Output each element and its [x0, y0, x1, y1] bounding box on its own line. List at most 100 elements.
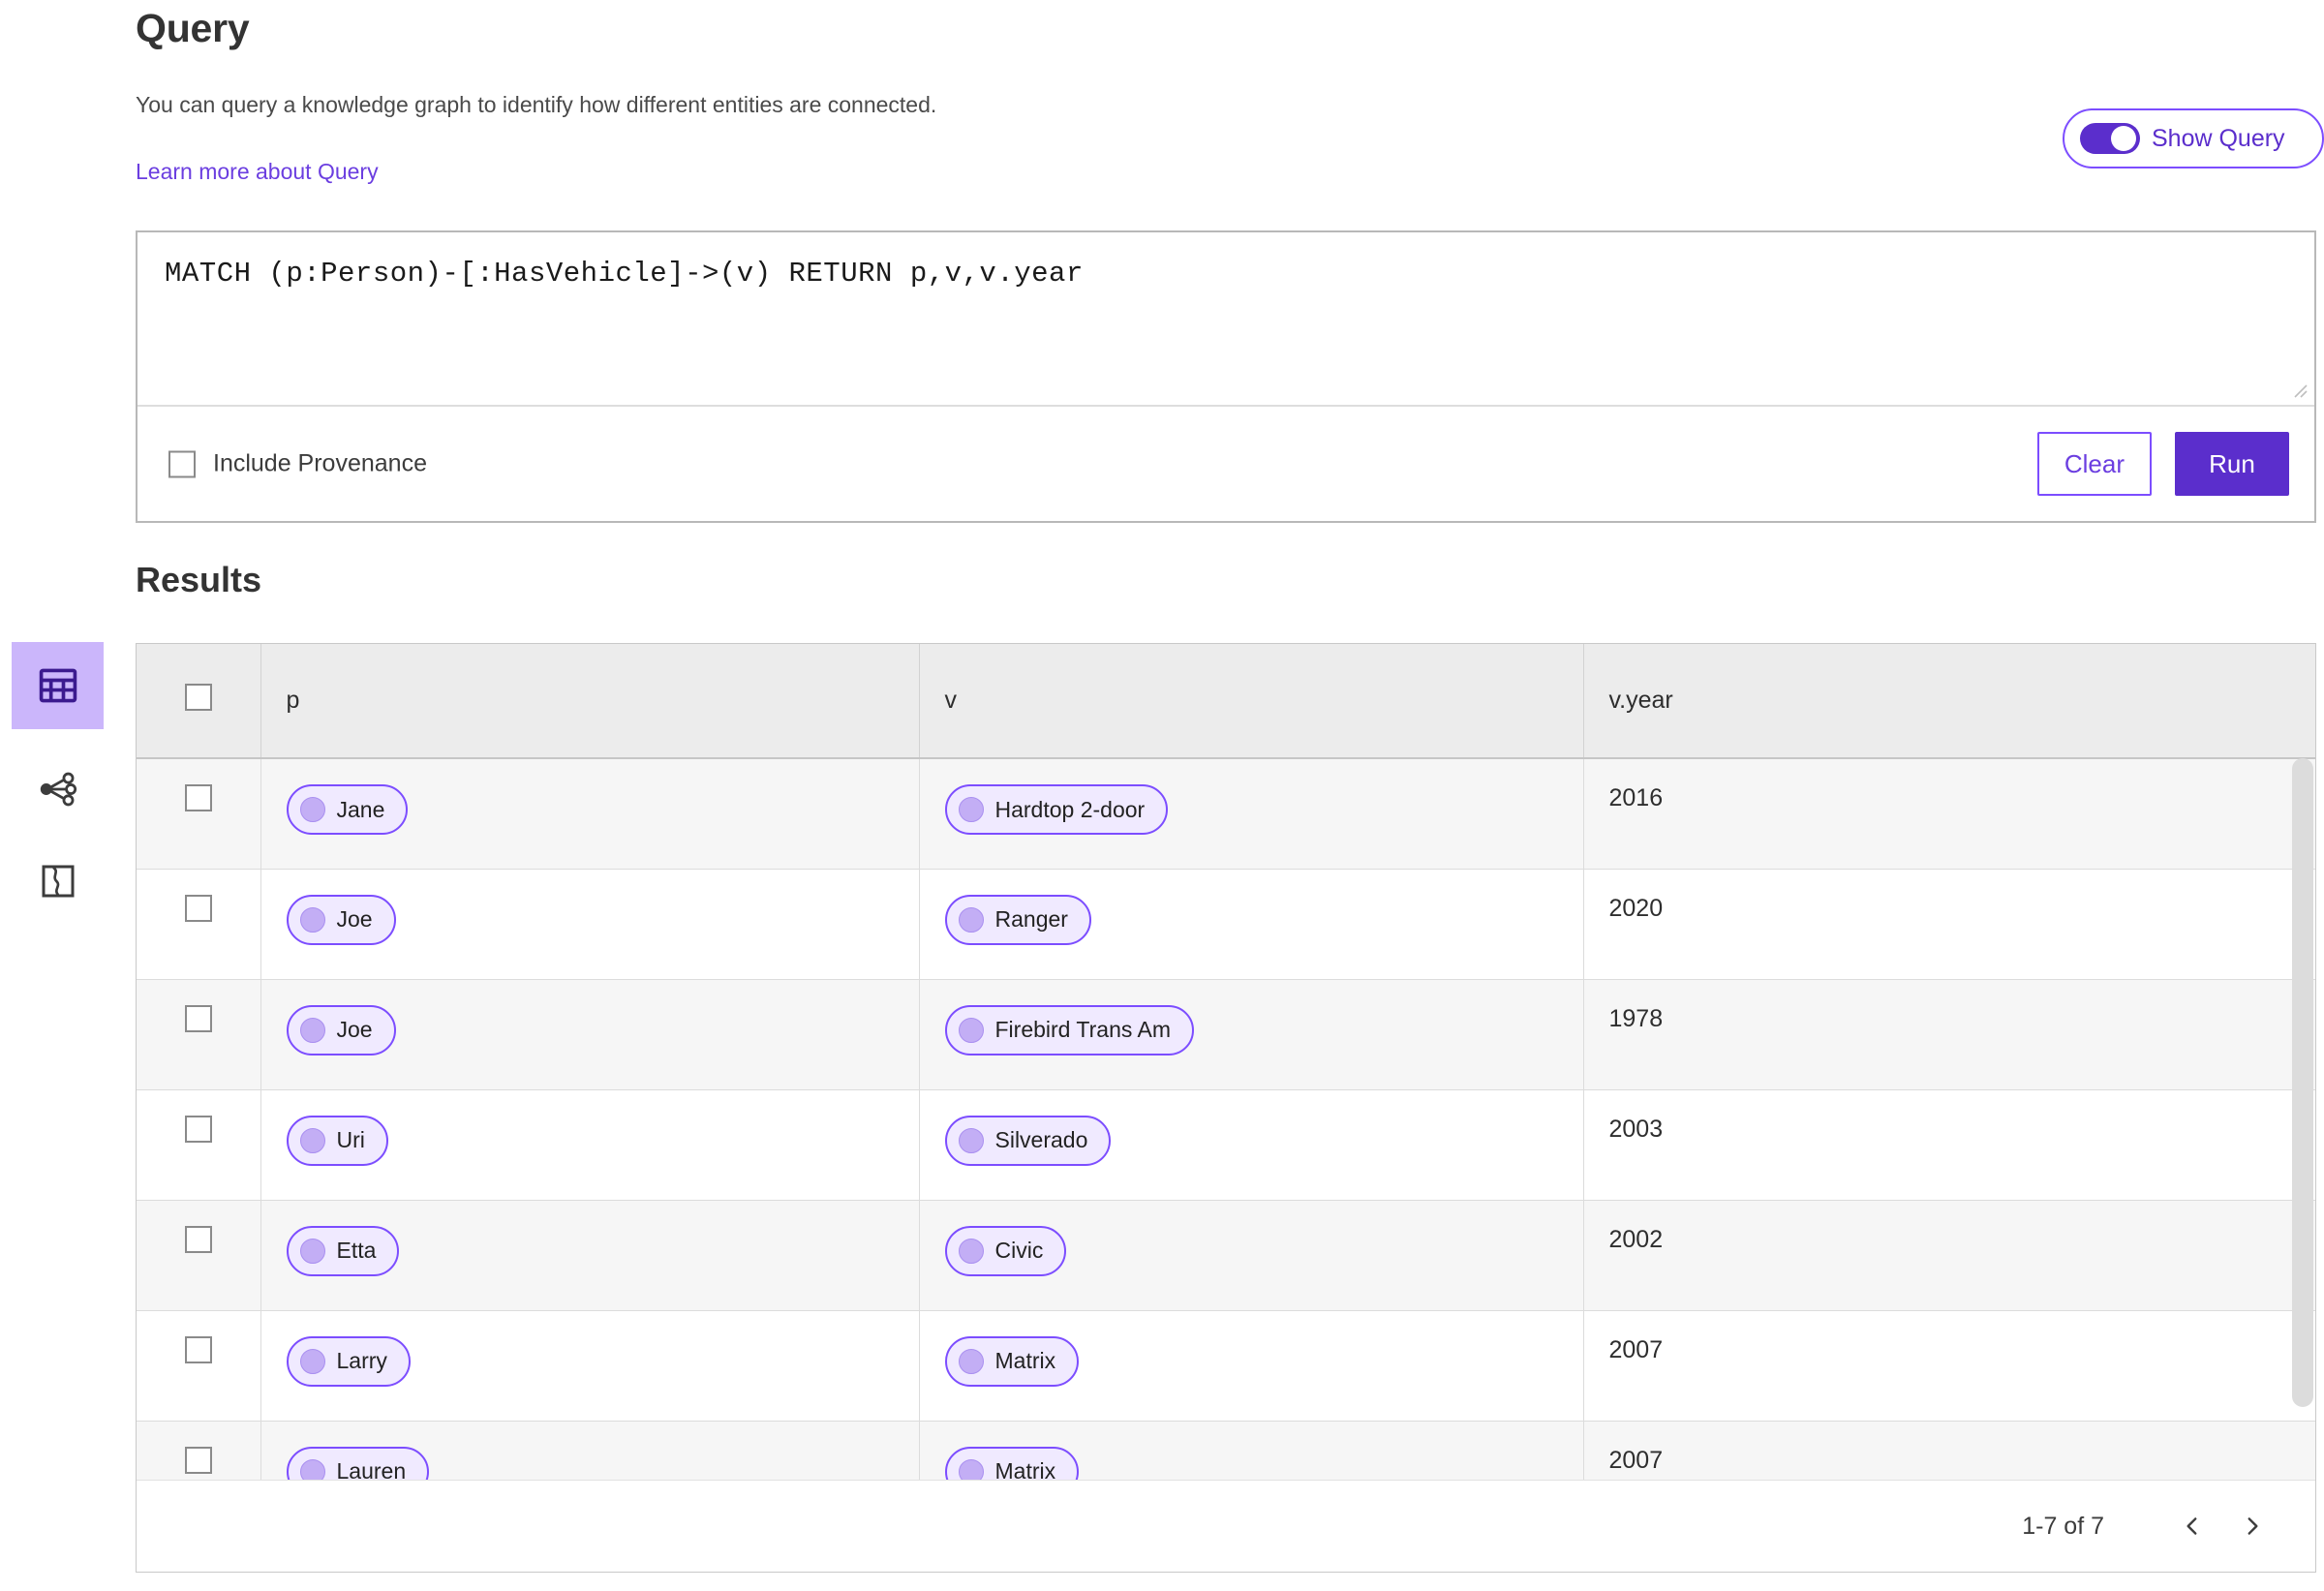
- row-checkbox[interactable]: [184, 1115, 212, 1143]
- cell-v-year: 2016: [1583, 758, 2315, 870]
- entity-chip[interactable]: Uri: [286, 1115, 388, 1166]
- table-row[interactable]: Joe Firebird Trans Am 1978: [137, 979, 2315, 1090]
- checkbox-box-icon[interactable]: [168, 450, 196, 477]
- clear-button[interactable]: Clear: [2036, 432, 2152, 496]
- entity-chip[interactable]: Firebird Trans Am: [944, 1004, 1194, 1056]
- row-checkbox[interactable]: [184, 894, 212, 922]
- row-checkbox[interactable]: [184, 1335, 212, 1363]
- scrollbar-thumb[interactable]: [2292, 758, 2313, 1407]
- row-select-cell[interactable]: [137, 1421, 261, 1482]
- page-subtitle: You can query a knowledge graph to ident…: [136, 92, 937, 117]
- entity-chip-label: Larry: [336, 1348, 387, 1373]
- cell-p: Uri: [260, 1089, 920, 1201]
- table-row[interactable]: Jane Hardtop 2-door 2016: [137, 758, 2315, 870]
- row-checkbox[interactable]: [184, 1446, 212, 1474]
- rail-item-table-view[interactable]: [12, 642, 104, 729]
- select-all-checkbox[interactable]: [184, 684, 212, 711]
- entity-chip[interactable]: Jane: [286, 784, 409, 835]
- entity-chip[interactable]: Civic: [944, 1225, 1067, 1276]
- show-query-toggle-label: Show Query: [2152, 124, 2285, 152]
- view-mode-rail: [0, 0, 136, 1591]
- select-all-header[interactable]: [137, 644, 261, 759]
- column-header-v-year[interactable]: v.year: [1583, 644, 2315, 759]
- row-select-cell[interactable]: [137, 758, 261, 870]
- resize-grip-icon[interactable]: [2287, 378, 2309, 399]
- row-select-cell[interactable]: [137, 1089, 261, 1201]
- table-vertical-scrollbar[interactable]: [2292, 758, 2313, 1480]
- toggle-switch[interactable]: [2080, 123, 2140, 154]
- cell-v: Matrix: [919, 1421, 1584, 1482]
- results-table-head: p v v.year: [137, 644, 2315, 759]
- entity-chip-label: Jane: [336, 796, 385, 822]
- table-footer: 1-7 of 7: [137, 1480, 2315, 1572]
- rail-item-graph-view[interactable]: [12, 746, 104, 833]
- row-select-cell[interactable]: [137, 1310, 261, 1422]
- node-circle-icon: [299, 1348, 325, 1374]
- cell-v: Hardtop 2-door: [919, 758, 1584, 870]
- rail-item-map-view[interactable]: [12, 838, 104, 925]
- column-header-p[interactable]: p: [260, 644, 920, 759]
- table-row[interactable]: Lauren Matrix 2007: [137, 1421, 2315, 1482]
- row-select-cell[interactable]: [137, 979, 261, 1090]
- node-circle-icon: [299, 1017, 325, 1043]
- entity-chip-label: Joe: [336, 906, 373, 932]
- row-select-cell[interactable]: [137, 869, 261, 980]
- entity-chip-label: Firebird Trans Am: [994, 1017, 1172, 1042]
- table-row[interactable]: Etta Civic 2002: [137, 1200, 2315, 1311]
- cell-v-year: 1978: [1583, 979, 2315, 1090]
- map-view-icon: [39, 862, 77, 901]
- cell-v: Silverado: [919, 1089, 1584, 1201]
- node-circle-icon: [299, 797, 325, 822]
- learn-more-link[interactable]: Learn more about Query: [136, 159, 379, 184]
- row-select-cell[interactable]: [137, 1200, 261, 1311]
- page-title: Query: [136, 6, 250, 50]
- entity-chip[interactable]: Ranger: [944, 894, 1091, 945]
- entity-chip[interactable]: Joe: [286, 1004, 396, 1056]
- query-buttons: Clear Run: [2036, 432, 2289, 496]
- table-row[interactable]: Joe Ranger 2020: [137, 869, 2315, 980]
- query-actions-bar: Include Provenance Clear Run: [138, 407, 2314, 521]
- entity-chip-label: Matrix: [994, 1458, 1056, 1482]
- entity-chip[interactable]: Etta: [286, 1225, 400, 1276]
- cell-v-year: 2002: [1583, 1200, 2315, 1311]
- query-textarea[interactable]: MATCH (p:Person)-[:HasVehicle]->(v) RETU…: [138, 232, 2314, 407]
- run-button[interactable]: Run: [2175, 432, 2289, 496]
- entity-chip[interactable]: Joe: [286, 894, 396, 945]
- entity-chip-label: Silverado: [994, 1127, 1088, 1152]
- row-checkbox[interactable]: [184, 1225, 212, 1253]
- entity-chip-label: Matrix: [994, 1348, 1056, 1373]
- query-text-value: MATCH (p:Person)-[:HasVehicle]->(v) RETU…: [165, 258, 1084, 290]
- entity-chip[interactable]: Hardtop 2-door: [944, 784, 1169, 835]
- node-circle-icon: [958, 1017, 984, 1043]
- entity-chip[interactable]: Silverado: [944, 1115, 1112, 1166]
- results-header-row: p v v.year: [137, 644, 2315, 759]
- pagination-prev-button[interactable]: [2162, 1496, 2222, 1556]
- table-view-icon: [37, 664, 79, 707]
- results-table-card: p v v.year Jane Hardtop 2-door 2016 Joe Rang…: [136, 643, 2316, 1573]
- entity-chip-label: Ranger: [994, 906, 1068, 932]
- cell-v: Matrix: [919, 1310, 1584, 1422]
- row-checkbox[interactable]: [184, 1004, 212, 1032]
- query-editor-panel: MATCH (p:Person)-[:HasVehicle]->(v) RETU…: [136, 230, 2316, 523]
- row-checkbox[interactable]: [184, 784, 212, 811]
- include-provenance-label: Include Provenance: [213, 449, 427, 477]
- column-header-v[interactable]: v: [919, 644, 1584, 759]
- pagination-next-button[interactable]: [2222, 1496, 2282, 1556]
- node-circle-icon: [299, 906, 325, 933]
- entity-chip[interactable]: Larry: [286, 1335, 411, 1387]
- cell-v-year: 2007: [1583, 1421, 2315, 1482]
- node-circle-icon: [958, 797, 984, 822]
- entity-chip[interactable]: Matrix: [944, 1446, 1080, 1482]
- include-provenance-checkbox[interactable]: Include Provenance: [168, 450, 427, 478]
- entity-chip[interactable]: Lauren: [286, 1446, 430, 1482]
- table-row[interactable]: Uri Silverado 2003: [137, 1089, 2315, 1201]
- node-circle-icon: [958, 906, 984, 933]
- table-row[interactable]: Larry Matrix 2007: [137, 1310, 2315, 1422]
- results-table: p v v.year Jane Hardtop 2-door 2016 Joe Rang…: [137, 644, 2315, 1482]
- show-query-toggle[interactable]: Show Query: [2063, 108, 2324, 168]
- entity-chip[interactable]: Matrix: [944, 1335, 1080, 1387]
- entity-chip-label: Joe: [336, 1017, 373, 1042]
- entity-chip-label: Etta: [336, 1238, 377, 1263]
- node-circle-icon: [958, 1238, 984, 1264]
